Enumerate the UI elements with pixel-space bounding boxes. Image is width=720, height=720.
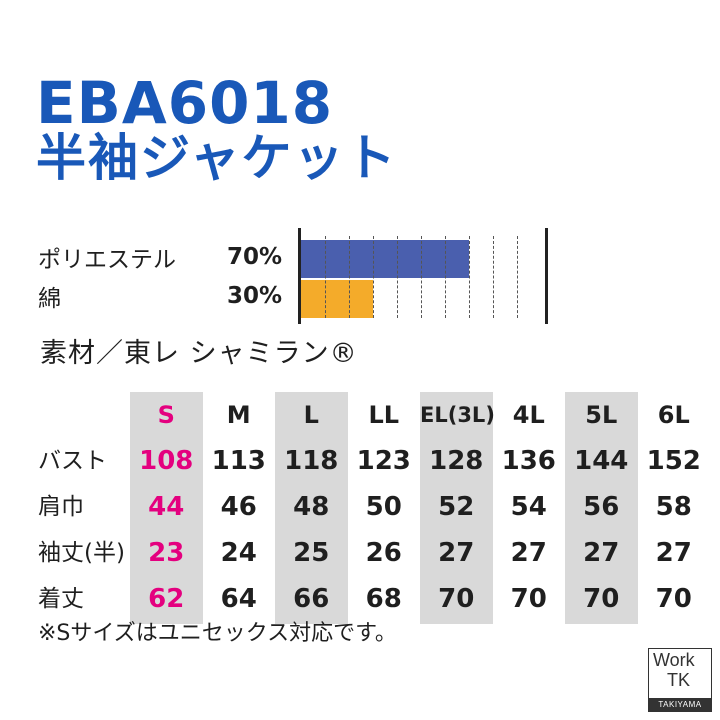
- size-value-cell: 123: [356, 446, 411, 476]
- composition-row-cotton: 綿 30%: [38, 279, 282, 313]
- size-header: 6L: [657, 401, 690, 429]
- size-value-cell: 24: [220, 538, 257, 568]
- composition-label: 綿: [38, 286, 61, 312]
- composition-bar-chart: [298, 228, 548, 324]
- size-value-cell: 48: [293, 492, 330, 522]
- size-column-shade: [275, 392, 348, 624]
- size-value-cell: 27: [438, 538, 475, 568]
- size-value-cell: 58: [655, 492, 692, 522]
- bar-gridline: [445, 236, 446, 318]
- composition-percent: 70%: [226, 244, 282, 270]
- composition-row-polyester: ポリエステル 70%: [38, 240, 282, 274]
- size-header: 5L: [585, 401, 618, 429]
- size-header: L: [303, 401, 319, 429]
- size-value-cell: 144: [574, 446, 629, 476]
- size-value-cell: 52: [438, 492, 475, 522]
- size-column-shade: [130, 392, 203, 624]
- logo-text-tk: TK: [667, 670, 691, 690]
- size-column-shade: [420, 392, 493, 624]
- bar-gridline: [397, 236, 398, 318]
- worktk-logo: Work TK TAKIYAMA: [648, 648, 712, 712]
- bar-gridline: [517, 236, 518, 318]
- product-name: 半袖ジャケット: [36, 129, 398, 187]
- size-value-cell: 113: [211, 446, 266, 476]
- size-header: M: [226, 401, 251, 429]
- size-value-cell: 128: [429, 446, 484, 476]
- size-row-label: 着丈: [38, 586, 84, 612]
- bar-gridline: [469, 236, 470, 318]
- bar-axis: [298, 228, 301, 324]
- size-value-cell: 70: [655, 584, 692, 614]
- size-header: S: [157, 401, 175, 429]
- bar-gridline: [493, 236, 494, 318]
- size-value-cell: 136: [501, 446, 556, 476]
- size-row-label: 袖丈(半): [38, 540, 125, 566]
- size-value-cell: 56: [583, 492, 620, 522]
- size-value-cell: 25: [293, 538, 330, 568]
- size-value-cell: 118: [284, 446, 339, 476]
- size-value-cell: 62: [148, 584, 185, 614]
- size-value-cell: 64: [220, 584, 257, 614]
- bar-scale-end: [545, 228, 548, 324]
- size-row-label: 肩巾: [38, 494, 84, 520]
- composition-label: ポリエステル: [38, 247, 176, 273]
- size-value-cell: 50: [365, 492, 402, 522]
- size-value-cell: 108: [139, 446, 194, 476]
- size-value-cell: 70: [583, 584, 620, 614]
- size-value-cell: 26: [365, 538, 402, 568]
- logo-text-takiyama: TAKIYAMA: [649, 698, 711, 711]
- size-column-shade: [565, 392, 638, 624]
- size-value-cell: 27: [655, 538, 692, 568]
- size-header: LL: [368, 401, 400, 429]
- product-code: EBA6018: [36, 69, 334, 137]
- size-value-cell: 27: [510, 538, 547, 568]
- bar-gridline: [373, 236, 374, 318]
- composition-bar-1: [301, 280, 373, 318]
- material-text: 素材／東レ シャミラン®: [40, 338, 358, 369]
- size-value-cell: 66: [293, 584, 330, 614]
- size-value-cell: 46: [220, 492, 257, 522]
- bar-gridline: [421, 236, 422, 318]
- size-value-cell: 54: [510, 492, 547, 522]
- size-value-cell: 23: [148, 538, 185, 568]
- size-value-cell: 68: [365, 584, 402, 614]
- size-value-cell: 44: [148, 492, 185, 522]
- size-value-cell: 152: [646, 446, 701, 476]
- composition-bar-0: [301, 240, 469, 278]
- size-value-cell: 70: [438, 584, 475, 614]
- logo-text-work: Work: [653, 650, 695, 670]
- size-value-cell: 70: [510, 584, 547, 614]
- size-value-cell: 27: [583, 538, 620, 568]
- size-header: EL(3L): [420, 403, 495, 427]
- size-table: S M L LL EL(3L) 4L 5L 6L バスト 108 113 118 123 128 136 14…: [38, 392, 708, 624]
- bar-gridline: [349, 236, 350, 318]
- bar-gridline: [325, 236, 326, 318]
- size-row-label: バスト: [38, 448, 107, 474]
- unisex-note: ※Sサイズはユニセックス対応です。: [38, 621, 397, 646]
- size-header: 4L: [512, 401, 545, 429]
- composition-percent: 30%: [226, 283, 282, 309]
